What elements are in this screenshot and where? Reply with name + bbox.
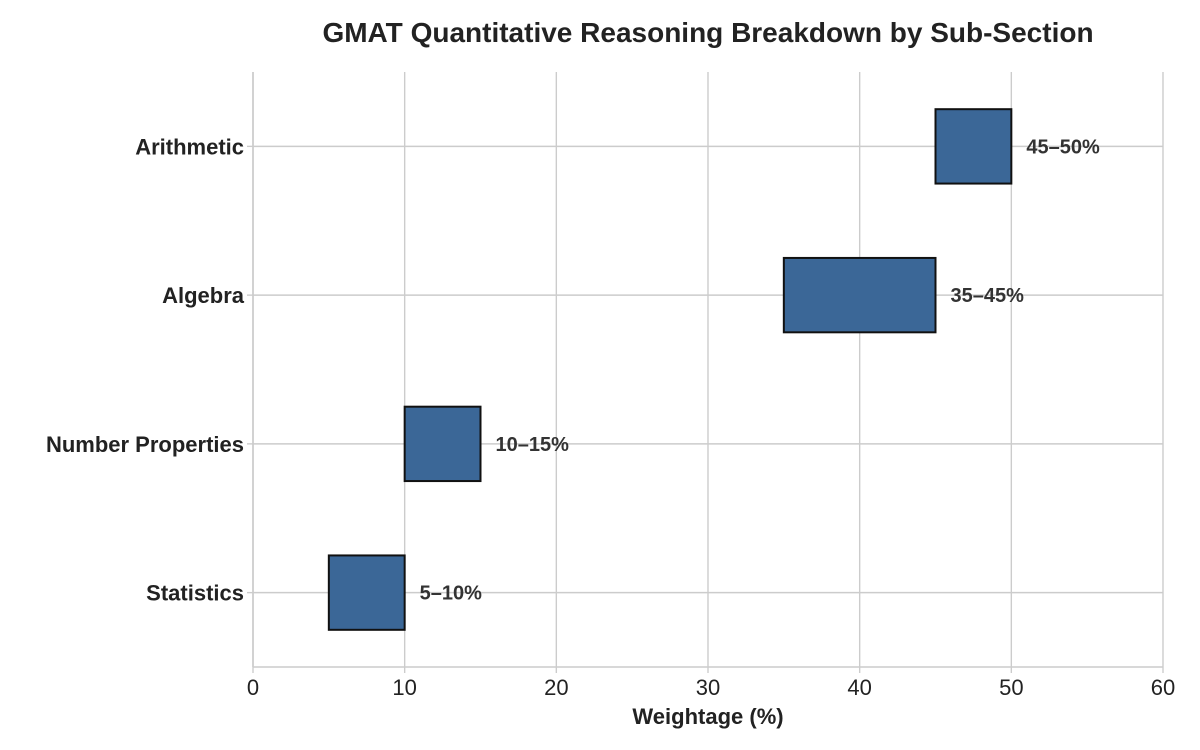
x-tick-label: 0: [247, 675, 259, 700]
data-labels: 45–50% 35–45% 10–15% 5–10%: [420, 136, 1100, 604]
data-label: 35–45%: [951, 285, 1025, 307]
chart-title: GMAT Quantitative Reasoning Breakdown by…: [322, 17, 1093, 48]
y-tick-label: Algebra: [162, 283, 245, 308]
bars: [327, 108, 1013, 631]
x-tick-label: 10: [392, 675, 416, 700]
bar-algebra: [782, 256, 937, 334]
axes: 0 10 20 30 40 50 60 Arithmetic Algebra Number Pro…: [46, 72, 1175, 700]
bar-arithmetic: [934, 108, 1013, 185]
x-tick-label: 40: [847, 675, 871, 700]
x-axis-label: Weightage (%): [632, 704, 783, 729]
data-label: 45–50%: [1026, 136, 1100, 158]
bar-statistics: [327, 554, 406, 631]
x-tick-label: 20: [544, 675, 568, 700]
x-tick-label: 60: [1151, 675, 1175, 700]
x-tick-label: 30: [696, 675, 720, 700]
y-tick-label: Statistics: [146, 581, 244, 606]
x-tick-label: 50: [999, 675, 1023, 700]
data-label: 10–15%: [496, 434, 570, 456]
data-label: 5–10%: [420, 583, 482, 605]
y-tick-label: Number Properties: [46, 432, 244, 457]
bar-number-properties: [403, 405, 482, 483]
y-tick-label: Arithmetic: [135, 134, 244, 159]
